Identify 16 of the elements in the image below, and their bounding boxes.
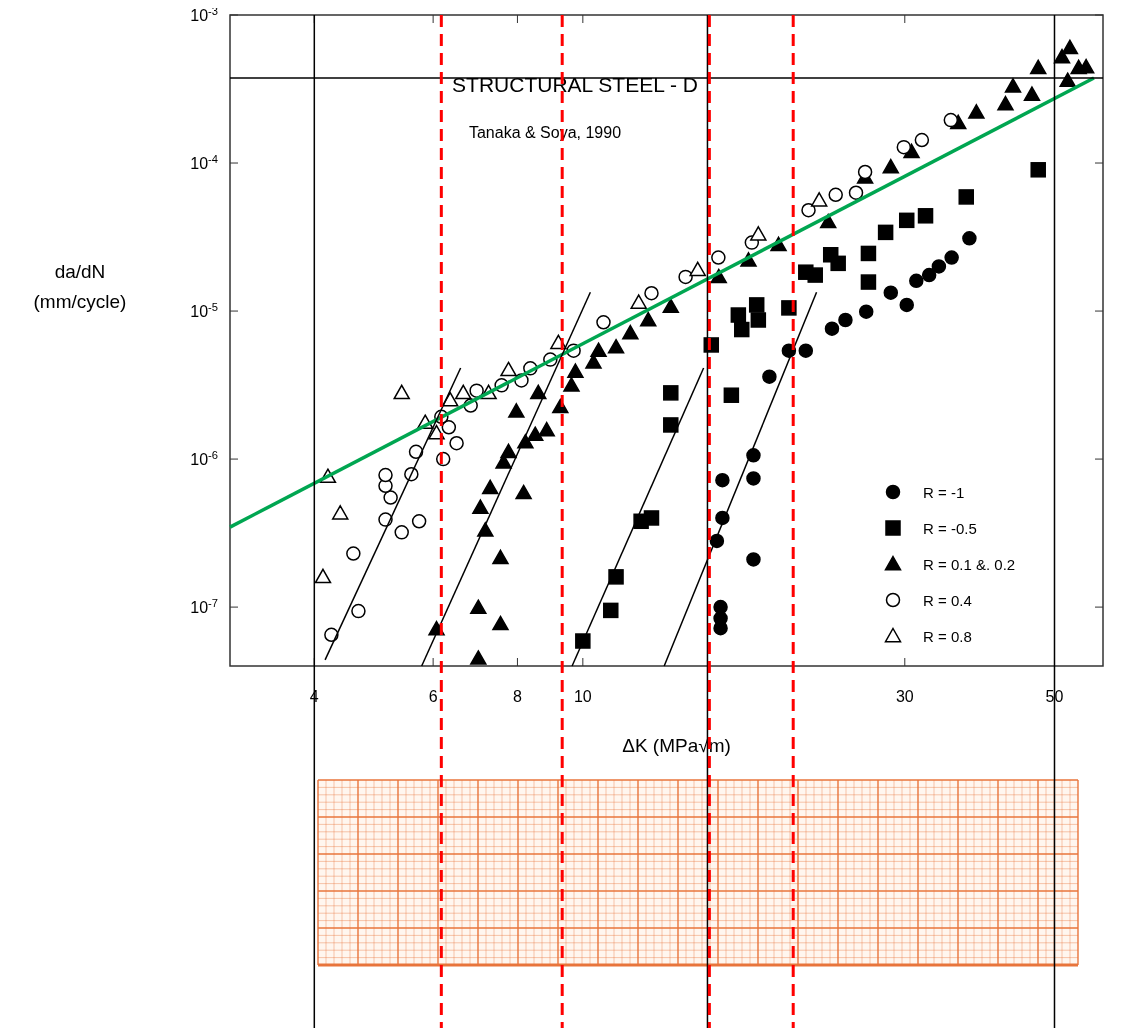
x-tick-label: 8 [512, 688, 522, 705]
legend-label: R = 0.8 [923, 628, 972, 645]
legend-label: R = -0.5 [923, 520, 977, 537]
x-tick-label: 30 [895, 688, 914, 705]
y-tick-label: 10$^{-3}$ [190, 5, 218, 24]
legend-label: R = 0.4 [923, 592, 972, 609]
legend-label: R = -1 [923, 484, 965, 501]
legend-label: R = 0.1 &. 0.2 [923, 556, 1016, 573]
y-tick-label: 10$^{-6}$ [190, 449, 218, 469]
text: STRUCTURAL STEEL - D [452, 73, 698, 96]
y-axis-title: da/dN (mm/cycle) [33, 261, 127, 312]
x-tick-label: 10 [573, 688, 592, 705]
y-tick-label: 10$^{-4}$ [190, 153, 218, 173]
y-tick-label: 10$^{-7}$ [190, 597, 218, 617]
y-tick-label: 10$^{-5}$ [190, 301, 218, 321]
x-tick-label: 6 [428, 688, 438, 705]
